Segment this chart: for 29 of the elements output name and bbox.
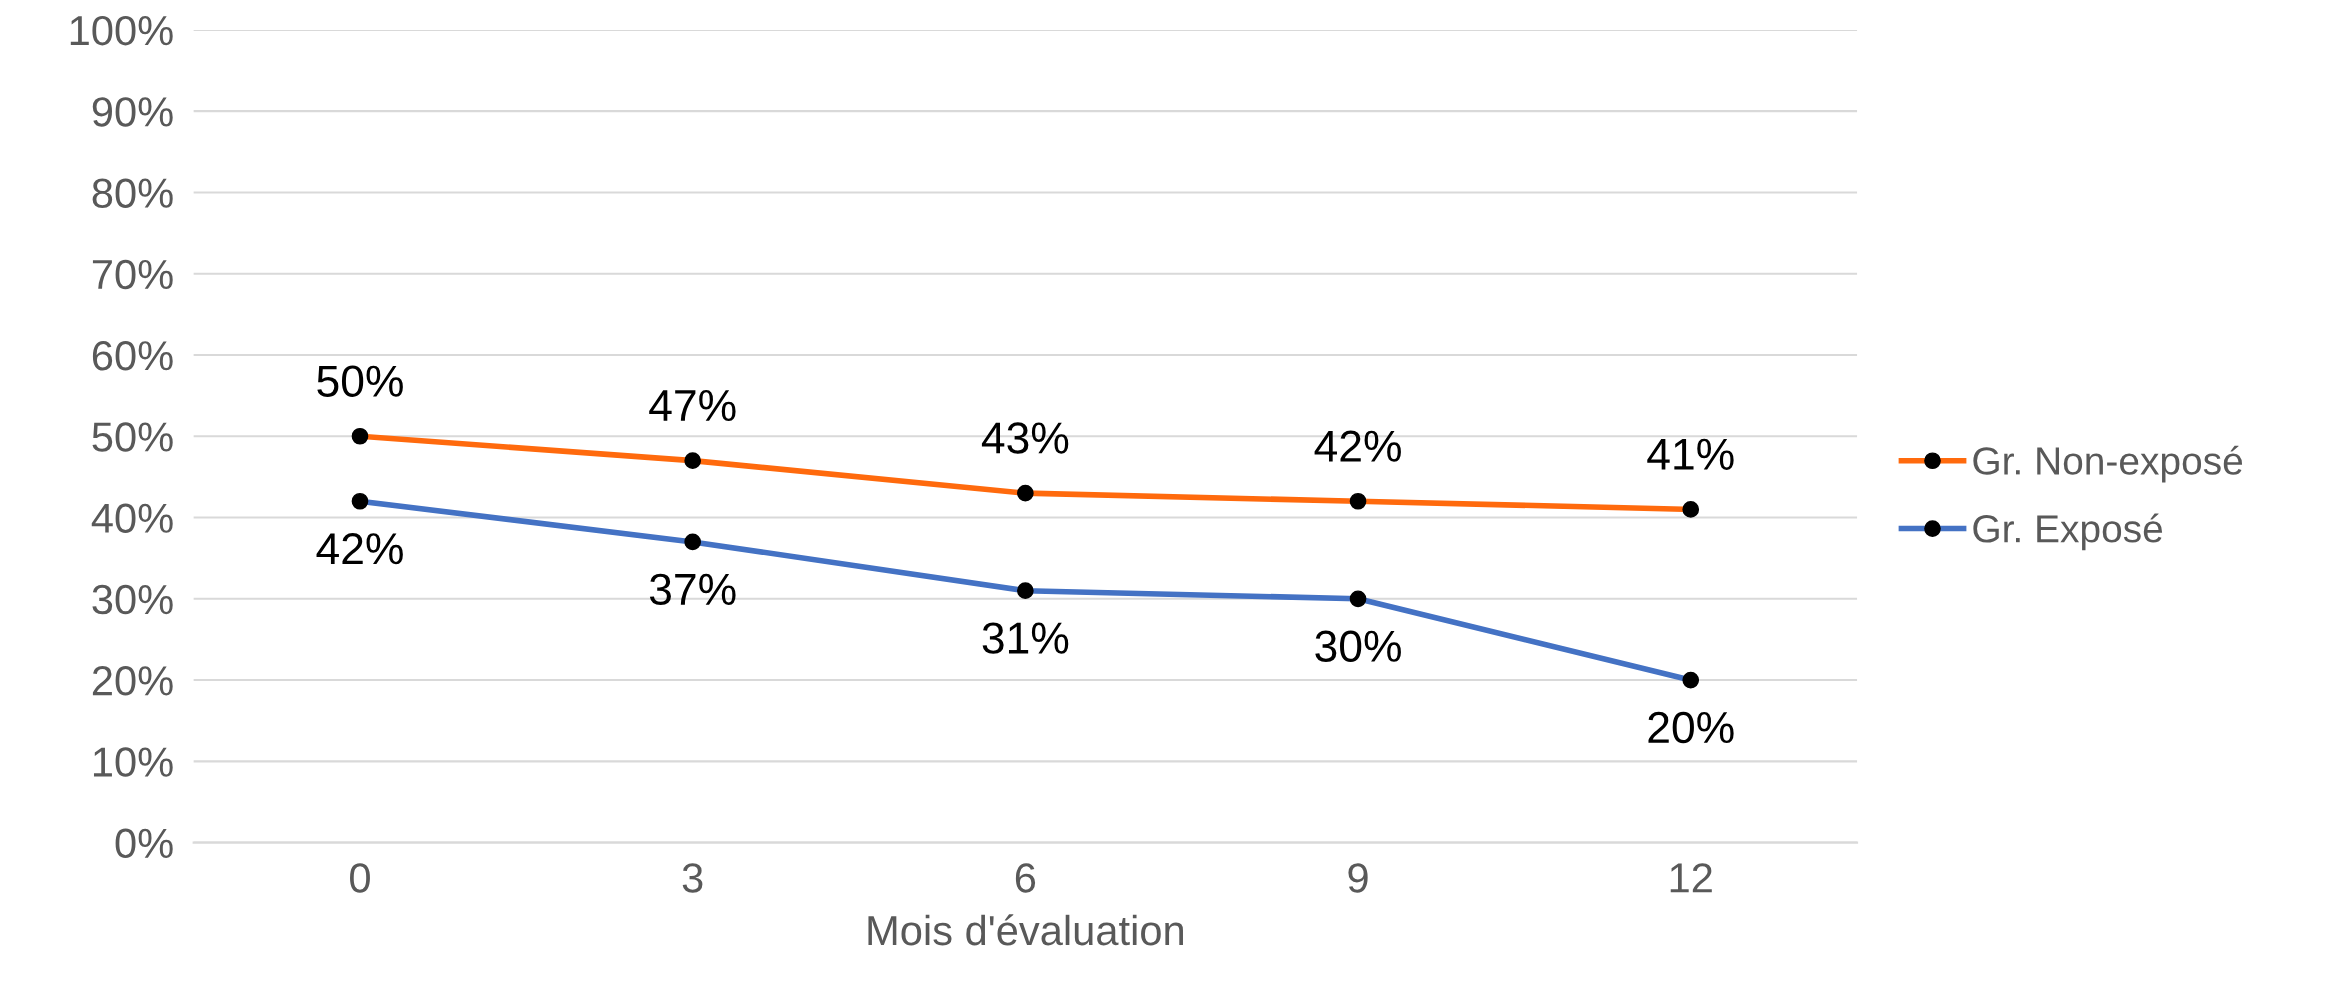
legend-label: Gr. Exposé — [1973, 513, 2163, 551]
data-label: 30% — [1315, 630, 1401, 662]
y-tick-label: 80% — [92, 178, 173, 208]
data-label: 20% — [1648, 711, 1734, 744]
x-tick-label: 3 — [682, 863, 703, 893]
data-label: 41% — [1647, 438, 1734, 470]
y-tick-label: 60% — [92, 340, 173, 371]
data-label: 31% — [982, 622, 1069, 654]
legend-label: Gr. Non-exposé — [1973, 445, 2243, 483]
data-label: 37% — [649, 573, 736, 606]
y-tick-label: 0% — [115, 828, 173, 859]
y-tick-label: 90% — [92, 97, 173, 127]
y-tick-label: 20% — [92, 666, 173, 696]
data-label: 50% — [317, 365, 403, 397]
y-tick-label: 50% — [92, 422, 173, 452]
x-axis-title: Mois d'évaluation — [868, 914, 1183, 946]
data-label: 43% — [981, 422, 1069, 454]
y-tick-label: 100% — [70, 15, 173, 46]
y-tick-label: 70% — [92, 259, 173, 290]
x-tick-label: 0 — [350, 863, 370, 893]
data-label: 42% — [316, 533, 403, 565]
x-tick-label: 9 — [1348, 863, 1368, 893]
x-tick-label: 6 — [1015, 863, 1036, 893]
y-tick-label: 40% — [91, 503, 173, 534]
x-tick-label: 12 — [1670, 863, 1712, 893]
data-label: 47% — [649, 390, 736, 422]
y-tick-label: 30% — [92, 584, 173, 615]
data-label: 42% — [1314, 430, 1401, 462]
y-tick-label: 10% — [93, 747, 173, 777]
